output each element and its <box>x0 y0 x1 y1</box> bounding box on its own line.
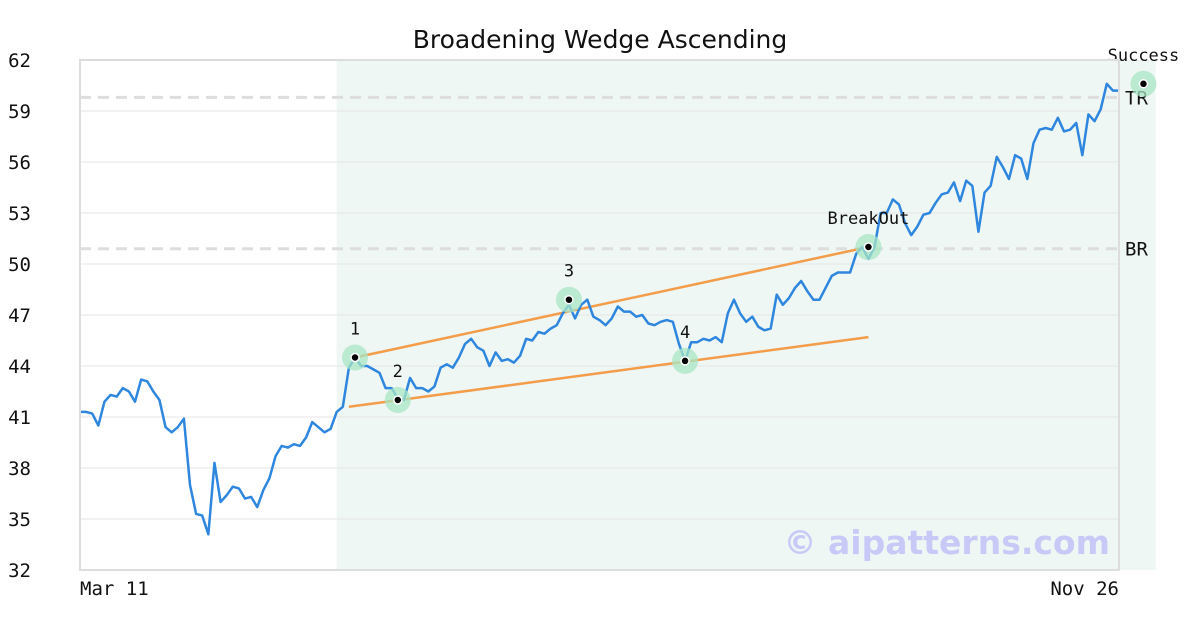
level-label-br: BR <box>1125 239 1148 261</box>
point-marker-2 <box>393 395 403 405</box>
watermark-text: © aipatterns.com <box>784 523 1110 562</box>
chart-title: Broadening Wedge Ascending <box>413 25 788 54</box>
y-tick-label: 38 <box>8 458 31 480</box>
x-tick-label: Nov 26 <box>1050 578 1119 600</box>
point-marker-4 <box>680 356 690 366</box>
point-label-2: 2 <box>393 362 403 382</box>
point-label-3: 3 <box>564 262 574 282</box>
point-label-4: 4 <box>680 323 690 343</box>
trendline-lower <box>348 335 869 409</box>
y-tick-label: 44 <box>8 356 31 378</box>
y-tick-label: 56 <box>8 152 31 174</box>
y-tick-label: 53 <box>8 203 31 225</box>
point-marker-1 <box>350 352 360 363</box>
trendline-upper <box>354 245 869 359</box>
y-tick-label: 50 <box>8 254 31 276</box>
y-tick-label: 47 <box>8 305 31 327</box>
y-tick-label: 32 <box>8 560 31 582</box>
y-tick-label: 41 <box>8 407 31 429</box>
point-label-1: 1 <box>350 320 360 340</box>
point-label-success: Success <box>1108 46 1180 66</box>
point-label-breakout: BreakOut <box>827 209 909 229</box>
y-tick-label: 62 <box>8 50 31 72</box>
point-marker-3 <box>564 294 574 305</box>
x-tick-label: Mar 11 <box>80 578 149 600</box>
plot-frame <box>79 59 1120 571</box>
price-line <box>80 82 1119 536</box>
point-marker-breakout <box>863 242 874 252</box>
y-tick-label: 35 <box>8 509 31 531</box>
point-marker-success <box>1138 79 1149 89</box>
y-tick-label: 59 <box>8 101 31 123</box>
